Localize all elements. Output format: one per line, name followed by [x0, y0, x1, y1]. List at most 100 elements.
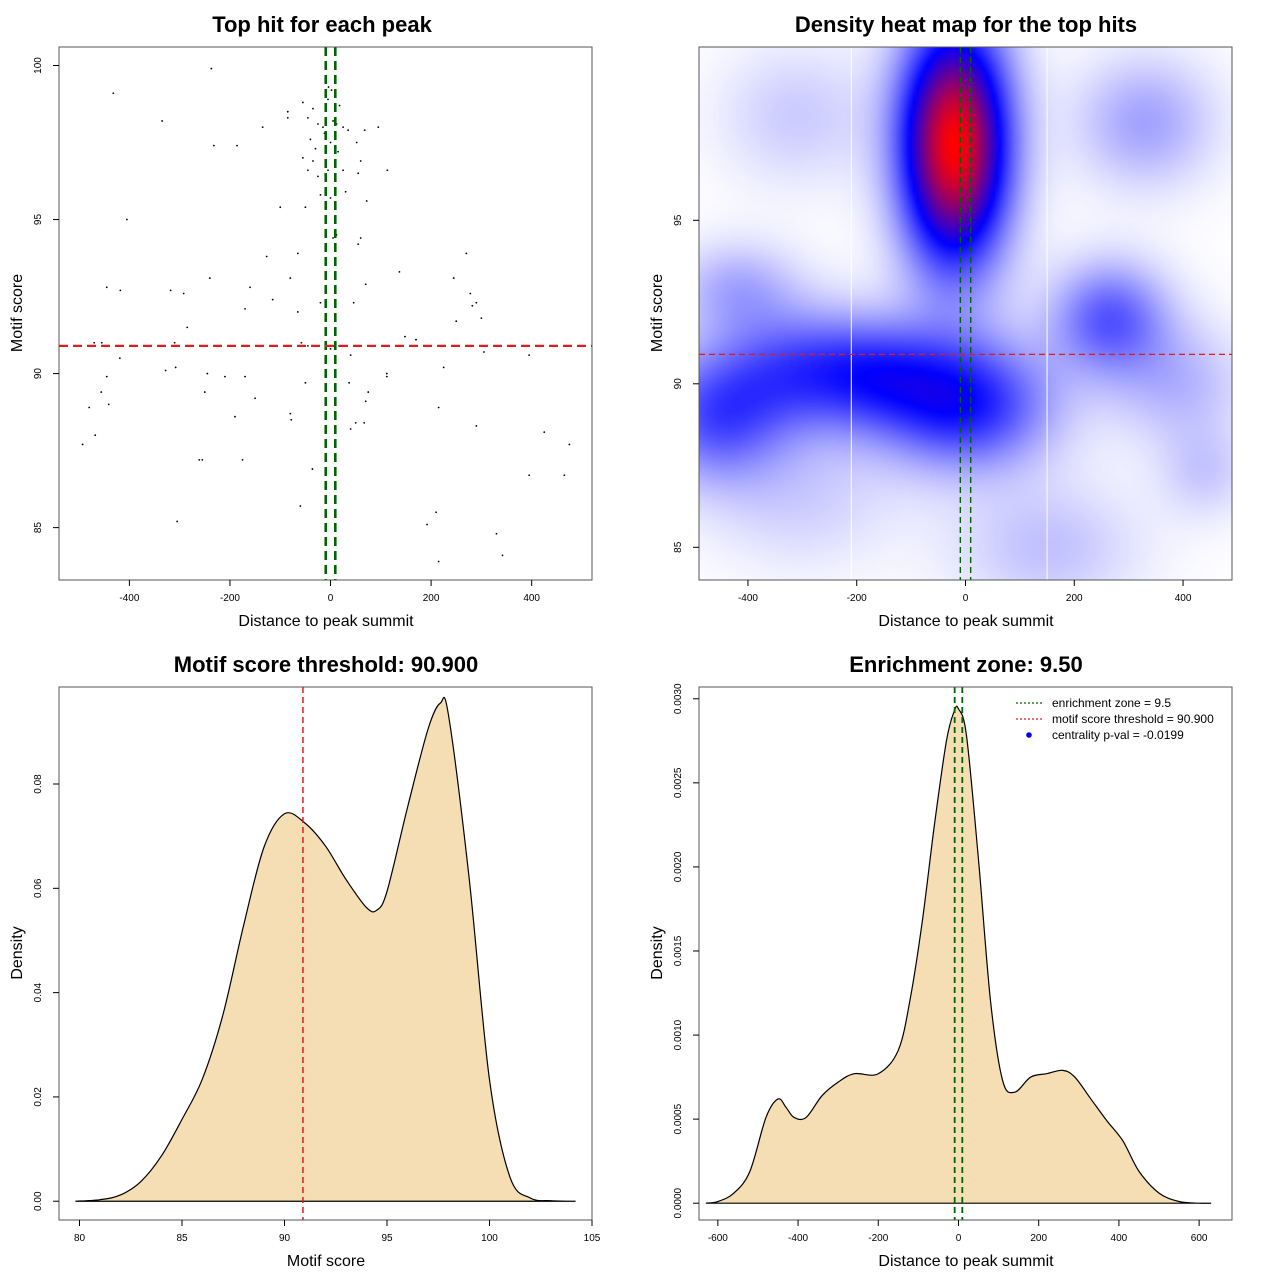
data-point: [363, 129, 366, 132]
x-axis-ticks: -400 -200 0 200 400: [738, 580, 1192, 604]
x-axis-label: Distance to peak summit: [238, 613, 414, 630]
x-tick-label: -200: [220, 593, 240, 604]
data-point: [355, 141, 358, 144]
data-point: [426, 523, 428, 526]
data-point: [317, 175, 319, 178]
reference-lines: [699, 47, 1232, 580]
x-tick-label: 200: [423, 593, 440, 604]
data-point: [301, 101, 304, 104]
data-point: [296, 252, 299, 255]
x-tick-label: 400: [1111, 1233, 1128, 1244]
data-point: [290, 418, 293, 421]
y-tick-label: 0.08: [33, 774, 44, 794]
scatter-points: [81, 67, 571, 563]
data-point: [349, 428, 352, 430]
data-point: [105, 286, 108, 289]
data-point: [480, 317, 483, 320]
x-tick-label: 400: [1175, 593, 1192, 604]
legend: enrichment zone = 9.5 motif score thresh…: [1016, 696, 1214, 742]
data-point: [289, 412, 292, 415]
data-point: [437, 406, 440, 409]
panel-score-density: Motif score threshold: 90.900 80 85 90 95 10…: [9, 652, 601, 1270]
density-area: [705, 705, 1212, 1204]
data-point: [301, 157, 304, 159]
data-point: [367, 391, 370, 393]
data-point: [404, 335, 406, 338]
y-axis-label: Motif score: [649, 274, 666, 352]
data-point: [365, 200, 368, 202]
data-point: [329, 197, 332, 199]
y-axis-label: Density: [9, 926, 26, 979]
data-point: [357, 243, 360, 246]
data-point: [415, 338, 417, 341]
data-point: [475, 425, 478, 427]
y-tick-label: 95: [33, 214, 44, 226]
data-point: [93, 341, 96, 344]
x-axis-label: Distance to peak summit: [878, 1253, 1054, 1270]
data-point: [279, 206, 282, 209]
data-point: [359, 237, 362, 239]
panel3-title: Motif score threshold: 90.900: [174, 652, 478, 677]
data-point: [314, 147, 317, 150]
y-tick-label: 0.0025: [673, 767, 684, 798]
x-tick-label: 80: [74, 1233, 86, 1244]
legend-label-pval: centrality p-val = -0.0199: [1052, 728, 1184, 742]
plot-frame: [58, 46, 593, 581]
x-tick-label: -400: [738, 593, 758, 604]
x-tick-label: 95: [381, 1233, 393, 1244]
data-point: [271, 298, 274, 301]
data-point: [236, 144, 238, 147]
data-point: [234, 415, 236, 418]
data-point: [265, 255, 268, 258]
data-point: [289, 277, 292, 279]
y-tick-label: 85: [673, 541, 684, 553]
x-tick-label: 200: [1066, 593, 1083, 604]
y-tick-label: 0.00: [33, 1191, 44, 1211]
data-point: [254, 397, 257, 400]
data-point: [354, 421, 357, 424]
x-tick-label: -400: [788, 1233, 808, 1244]
x-tick-label: -600: [708, 1233, 728, 1244]
data-point: [338, 104, 341, 107]
y-tick-label: 0.0005: [673, 1103, 684, 1134]
data-point: [568, 443, 571, 446]
plot-frame: [698, 686, 1233, 1221]
data-point: [81, 443, 84, 446]
y-tick-label: 0.0000: [673, 1187, 684, 1218]
data-point: [164, 369, 167, 372]
data-point: [304, 206, 307, 209]
data-point: [348, 381, 351, 384]
data-point: [203, 391, 206, 393]
y-tick-label: 0.06: [33, 878, 44, 898]
data-point: [296, 311, 299, 313]
panel4-title: Enrichment zone: 9.50: [849, 652, 1083, 677]
data-point: [186, 326, 189, 329]
data-point: [312, 160, 314, 162]
x-tick-label: 0: [956, 1233, 962, 1244]
data-point: [249, 286, 251, 289]
data-point: [244, 375, 246, 378]
data-point: [398, 271, 401, 273]
y-tick-label: 0.0015: [673, 935, 684, 966]
data-point: [210, 67, 213, 70]
data-point: [435, 511, 438, 514]
data-point: [332, 120, 334, 122]
data-point: [311, 468, 314, 470]
panel-heatmap: Density heat map for the top hits -400 -2…: [649, 12, 1233, 630]
data-point: [437, 560, 440, 563]
data-point: [201, 458, 204, 461]
reference-lines: [953, 687, 964, 1220]
data-point: [119, 289, 122, 292]
data-point: [206, 372, 209, 375]
x-axis-ticks: -400 -200 0 200 400: [119, 580, 540, 604]
data-point: [364, 283, 367, 286]
data-point: [337, 150, 339, 153]
data-point: [455, 320, 458, 323]
data-point: [329, 141, 332, 144]
data-point: [543, 431, 546, 434]
data-point: [385, 372, 388, 375]
data-point: [88, 406, 91, 409]
data-point: [469, 292, 472, 295]
data-point: [312, 107, 314, 110]
panel1-title: Top hit for each peak: [212, 12, 432, 37]
